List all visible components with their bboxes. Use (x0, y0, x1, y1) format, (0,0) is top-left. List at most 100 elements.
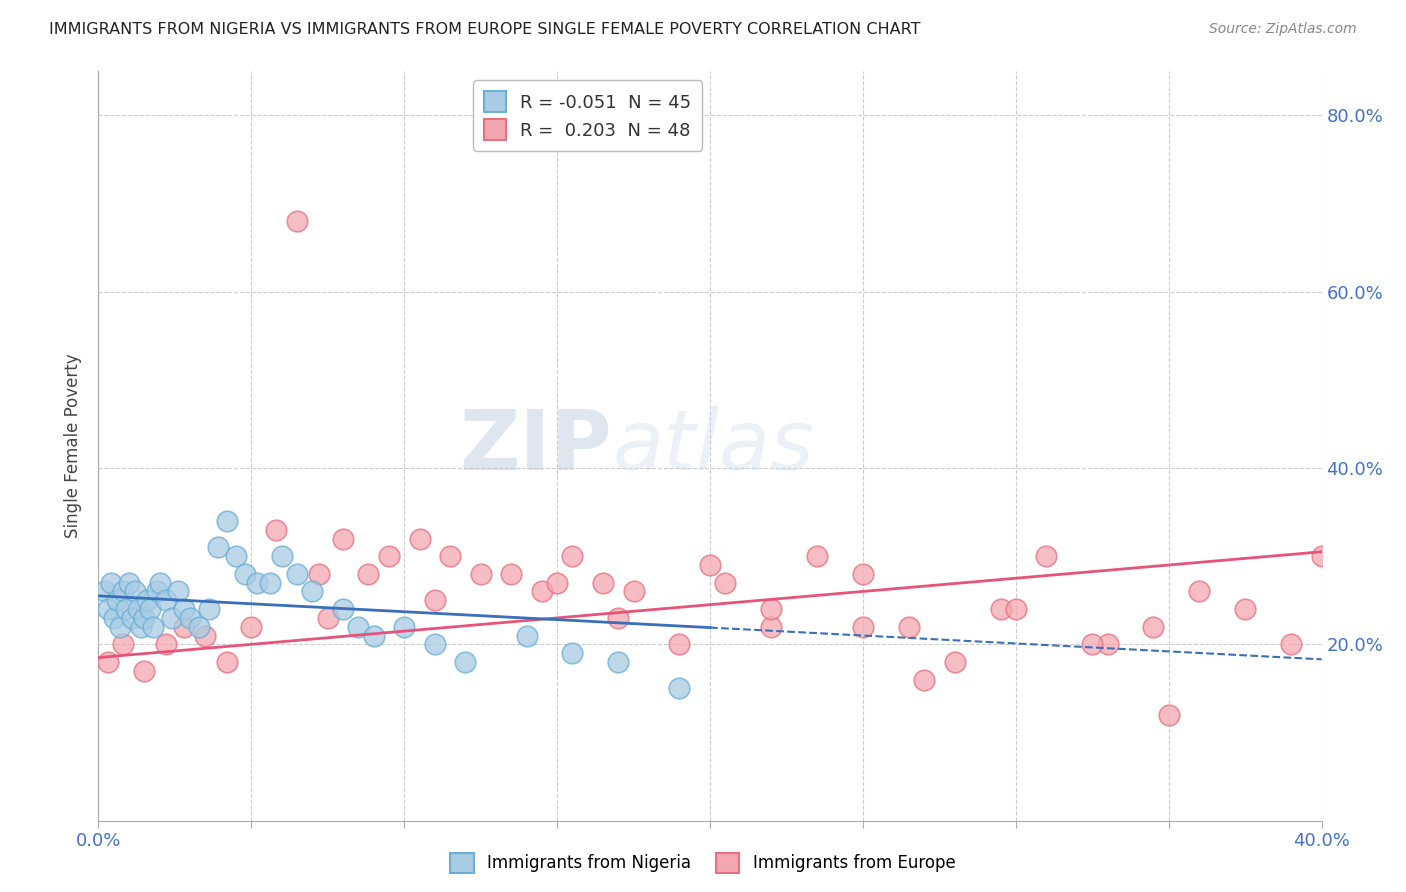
Legend: Immigrants from Nigeria, Immigrants from Europe: Immigrants from Nigeria, Immigrants from… (444, 847, 962, 880)
Point (118, 575, 141, 590)
Point (1035, 549, 1057, 564)
Point (1234, 602, 1257, 616)
Point (852, 620, 875, 634)
Point (761, 602, 783, 616)
Point (136, 593, 159, 607)
Point (423, 637, 446, 651)
Point (1188, 584, 1211, 599)
Point (264, 523, 287, 537)
Text: ZIP: ZIP (460, 406, 612, 486)
Point (225, 549, 247, 564)
Point (188, 620, 211, 634)
Point (439, 549, 461, 564)
Point (155, 593, 177, 607)
Point (103, 611, 125, 625)
Point (623, 584, 645, 599)
Point (215, 655, 238, 669)
Point (530, 584, 553, 599)
Point (270, 549, 294, 564)
Point (173, 602, 195, 616)
Point (668, 681, 690, 696)
Point (167, 584, 190, 599)
Point (423, 593, 446, 607)
Point (97, 602, 120, 616)
Point (285, 214, 308, 228)
Point (1097, 637, 1119, 651)
Point (897, 620, 920, 634)
Point (378, 549, 401, 564)
Text: IMMIGRANTS FROM NIGERIA VS IMMIGRANTS FROM EUROPE SINGLE FEMALE POVERTY CORRELAT: IMMIGRANTS FROM NIGERIA VS IMMIGRANTS FR… (49, 22, 921, 37)
Point (347, 620, 370, 634)
Point (806, 549, 828, 564)
Point (127, 602, 149, 616)
Point (246, 575, 269, 590)
Point (134, 664, 156, 678)
Point (470, 566, 492, 581)
Point (240, 620, 263, 634)
Point (516, 628, 538, 642)
Point (259, 575, 281, 590)
Point (852, 566, 875, 581)
Point (408, 532, 430, 546)
Point (179, 611, 201, 625)
Point (111, 637, 134, 651)
Point (332, 602, 354, 616)
Point (105, 593, 128, 607)
Point (1081, 637, 1104, 651)
Point (173, 620, 195, 634)
Point (139, 602, 162, 616)
Point (149, 575, 172, 590)
Point (160, 611, 183, 625)
Point (454, 655, 477, 669)
Point (714, 575, 737, 590)
Point (332, 532, 354, 546)
Point (699, 558, 721, 572)
Point (93, 584, 115, 599)
Point (546, 575, 568, 590)
Point (100, 575, 122, 590)
Point (356, 566, 378, 581)
Point (115, 602, 138, 616)
Text: atlas: atlas (612, 406, 814, 486)
Point (363, 628, 385, 642)
Point (285, 566, 308, 581)
Point (668, 637, 690, 651)
Point (308, 566, 330, 581)
Point (134, 611, 156, 625)
Point (233, 566, 256, 581)
Point (108, 620, 131, 634)
Point (561, 646, 583, 660)
Point (561, 549, 583, 564)
Point (97, 655, 120, 669)
Point (142, 620, 165, 634)
Point (592, 575, 614, 590)
Legend: R = -0.051  N = 45, R =  0.203  N = 48: R = -0.051 N = 45, R = 0.203 N = 48 (474, 80, 702, 151)
Point (607, 611, 630, 625)
Point (1279, 637, 1302, 651)
Point (194, 628, 217, 642)
Point (761, 620, 783, 634)
Point (1157, 707, 1180, 722)
Point (129, 620, 152, 634)
Point (215, 514, 238, 528)
Point (1004, 602, 1026, 616)
Point (501, 566, 523, 581)
Point (197, 602, 219, 616)
Text: Source: ZipAtlas.com: Source: ZipAtlas.com (1209, 22, 1357, 37)
Point (145, 584, 167, 599)
Point (392, 620, 416, 634)
Point (607, 655, 630, 669)
Point (155, 637, 177, 651)
Point (316, 611, 339, 625)
Point (990, 602, 1012, 616)
Point (111, 584, 134, 599)
Point (1310, 549, 1333, 564)
Point (207, 541, 229, 555)
Y-axis label: Single Female Poverty: Single Female Poverty (65, 354, 83, 538)
Point (121, 611, 143, 625)
Point (301, 584, 323, 599)
Point (912, 673, 935, 687)
Point (943, 655, 966, 669)
Point (1142, 620, 1164, 634)
Point (124, 584, 146, 599)
